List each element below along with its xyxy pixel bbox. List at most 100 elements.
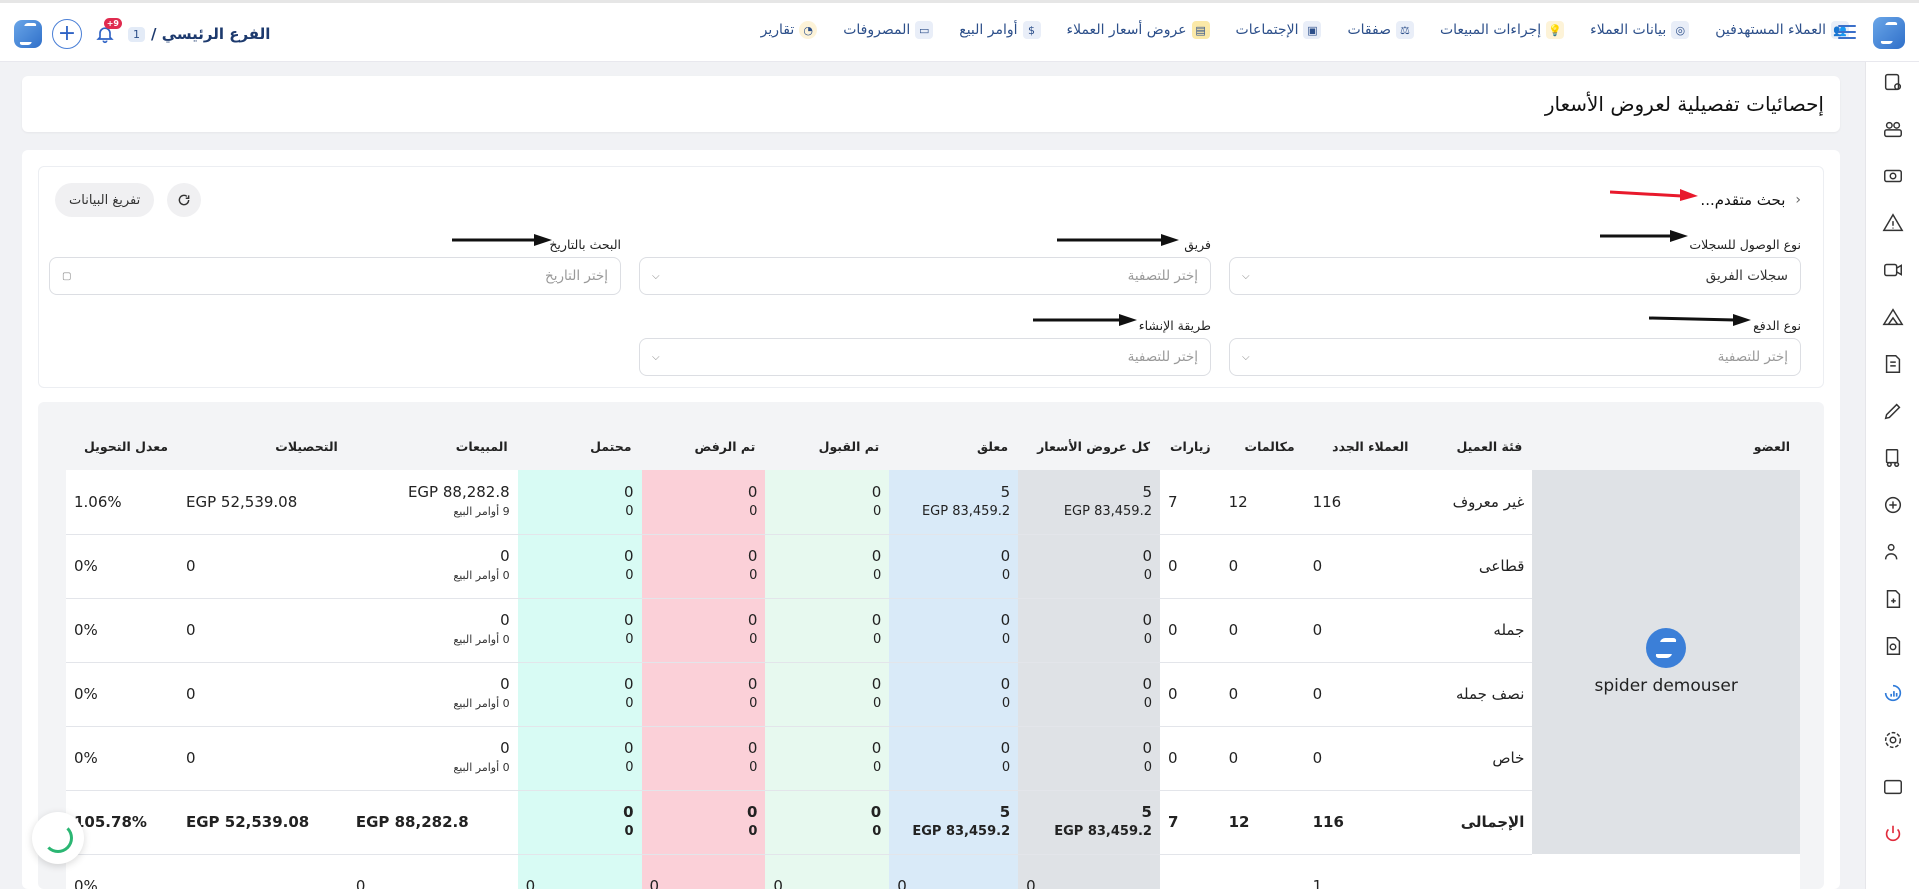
sidebar-truck-icon[interactable] (1881, 446, 1905, 470)
annotation-arrow-date (452, 234, 552, 246)
cell-count: 0 (871, 547, 882, 565)
nav-reports[interactable]: ◔ تقارير (761, 21, 818, 39)
member-cell: spider demouser (1532, 470, 1800, 854)
app-logo-icon[interactable] (14, 20, 42, 48)
table-cell: 0 (1018, 854, 1160, 889)
table-row-partial: 1 0 0 0 0 0 0 0% (66, 854, 1800, 889)
page-title-card: إحصائيات تفصيلية لعروض الأسعار (22, 76, 1840, 132)
cell-count: EGP 88,282.8 (407, 482, 510, 501)
team-select[interactable]: إختر للتصفية ⌵ (639, 257, 1211, 295)
notifications-button[interactable]: +9 (92, 18, 122, 47)
brand-logo-icon[interactable] (1873, 17, 1905, 49)
access-type-select[interactable]: سجلات الفريق ⌵ (1229, 257, 1801, 295)
nav-customer-data[interactable]: ◎ بيانات العملاء (1590, 21, 1690, 39)
sidebar-power-icon[interactable] (1881, 822, 1905, 846)
nav-label: عروض أسعار العملاء (1066, 22, 1187, 38)
cell-count: 0 (871, 611, 882, 629)
sidebar-tag-doc-icon[interactable] (1881, 634, 1905, 658)
sidebar-gear-icon[interactable] (1881, 728, 1905, 752)
date-search-label: البحث بالتاريخ (549, 237, 621, 252)
cell-count: 0 (623, 482, 634, 501)
cell-count: 0 (870, 803, 882, 821)
cell-count: 0 (746, 803, 758, 821)
table-cell: 0 (1159, 598, 1221, 663)
sidebar-add-doc-icon[interactable] (1881, 587, 1905, 611)
member-name: spider demouser (1594, 676, 1738, 696)
cell-count: 0 (747, 675, 758, 693)
add-new-button[interactable]: + (52, 19, 82, 49)
table-cell: 7 (1159, 470, 1221, 535)
table-cell: 1.06% (66, 470, 178, 535)
sidebar-mountain-icon[interactable] (1881, 305, 1905, 329)
sidebar-video-icon[interactable] (1881, 258, 1905, 282)
nav-deals[interactable]: ⚖ صفقات (1347, 21, 1414, 39)
reset-data-button[interactable]: تفريغ البيانات (55, 183, 155, 217)
table-cell: غير معروف (1418, 470, 1533, 535)
quotes-stats-table-container: العضو فئة العميل العملاء الجدد مكالمات ز… (38, 402, 1824, 889)
table-cell: EGP 88,282.8 9 أوامر البيع (347, 470, 518, 535)
nav-label: تقارير (760, 22, 795, 38)
cell-count: 5 (1000, 482, 1011, 501)
sidebar-pen-icon[interactable] (1881, 399, 1905, 423)
creation-method-select[interactable]: إختر للتصفية ⌵ (639, 338, 1211, 376)
date-picker-input[interactable]: إختر التاريخ ▢ (49, 257, 621, 295)
table-cell (1418, 854, 1533, 889)
sidebar-user-cog-icon[interactable] (1881, 540, 1905, 564)
sidebar-screen-icon[interactable] (1881, 775, 1905, 799)
nav-target-customers[interactable]: 👥 العملاء المستهدفين (1715, 21, 1849, 39)
advanced-search-toggle[interactable]: ‹ بحث متقدم... (1700, 191, 1801, 209)
table-cell: 0 (641, 854, 766, 889)
table-header-row: العضو فئة العميل العملاء الجدد مكالمات ز… (66, 422, 1800, 470)
cell-count: 0 (1142, 675, 1152, 693)
branch-selector[interactable]: الفرع الرئيسي / 1 (128, 25, 270, 43)
cell-value: 1.06% (74, 492, 122, 511)
cell-count: 0 (623, 547, 634, 565)
cell-amount: 0 (748, 824, 758, 839)
sidebar-team-icon[interactable] (1881, 117, 1905, 141)
col-category: فئة العميل (1418, 422, 1533, 470)
col-visits: زيارات (1159, 422, 1221, 470)
table-cell: EGP 88,282.8 (347, 790, 518, 855)
cell-count: 0 (747, 482, 758, 501)
nav-sales-orders[interactable]: $ أوامر البيع (959, 21, 1041, 39)
cell-amount: 9 أوامر البيع (453, 504, 510, 518)
cell-value: EGP 88,282.8 (355, 813, 469, 831)
sidebar-settings-doc-icon[interactable] (1881, 70, 1905, 94)
cell-value: 12 (1228, 813, 1250, 831)
payment-type-select[interactable]: إختر للتصفية ⌵ (1229, 338, 1801, 376)
cell-amount: 0 (1001, 760, 1011, 775)
refresh-icon (178, 194, 190, 206)
cell-amount: 0 (872, 503, 882, 519)
sidebar-warning-icon[interactable] (1881, 211, 1905, 235)
sidebar-invoice-icon[interactable] (1881, 352, 1905, 376)
sidebar-boxes-icon[interactable] (1881, 493, 1905, 517)
sidebar-money-icon[interactable] (1881, 164, 1905, 188)
table-cell: 0% (66, 534, 178, 599)
refresh-button[interactable] (167, 183, 201, 217)
cell-value: 0 (1312, 749, 1323, 767)
nav-meetings[interactable]: ▣ الإجتماعات (1236, 21, 1322, 39)
table-row: قطاعى 0 0 0 0 0 0 0 0 0 0 0 0 0 0 0 أوامر البيع 0 0% (66, 534, 1800, 599)
menu-toggle-icon[interactable] (1838, 25, 1856, 39)
team-placeholder: إختر للتصفية (1127, 268, 1198, 284)
sidebar-stats-icon[interactable] (1881, 681, 1905, 705)
team-label: فريق (1184, 237, 1211, 252)
col-rejected: تم الرفض (641, 422, 766, 470)
total-row: الإجمالى 116 12 7 5 EGP 83,459.2 5 EGP 83,459.2… (66, 790, 1800, 855)
nav-quotations[interactable]: ▤ عروض أسعار العملاء (1067, 21, 1210, 39)
table-cell: 0 (178, 726, 348, 791)
cell-value: 0 (1167, 685, 1178, 703)
nav-expenses[interactable]: ▭ المصروفات (843, 21, 934, 39)
cell-value: 0 (1167, 749, 1178, 767)
table-cell: 0 (765, 854, 890, 889)
deals-icon: ⚖ (1395, 21, 1414, 39)
cell-count: 0 (1142, 611, 1152, 629)
nav-label: العملاء المستهدفين (1715, 22, 1826, 38)
nav-sales-actions[interactable]: 💡 إجراءات المبيعات (1440, 21, 1565, 39)
